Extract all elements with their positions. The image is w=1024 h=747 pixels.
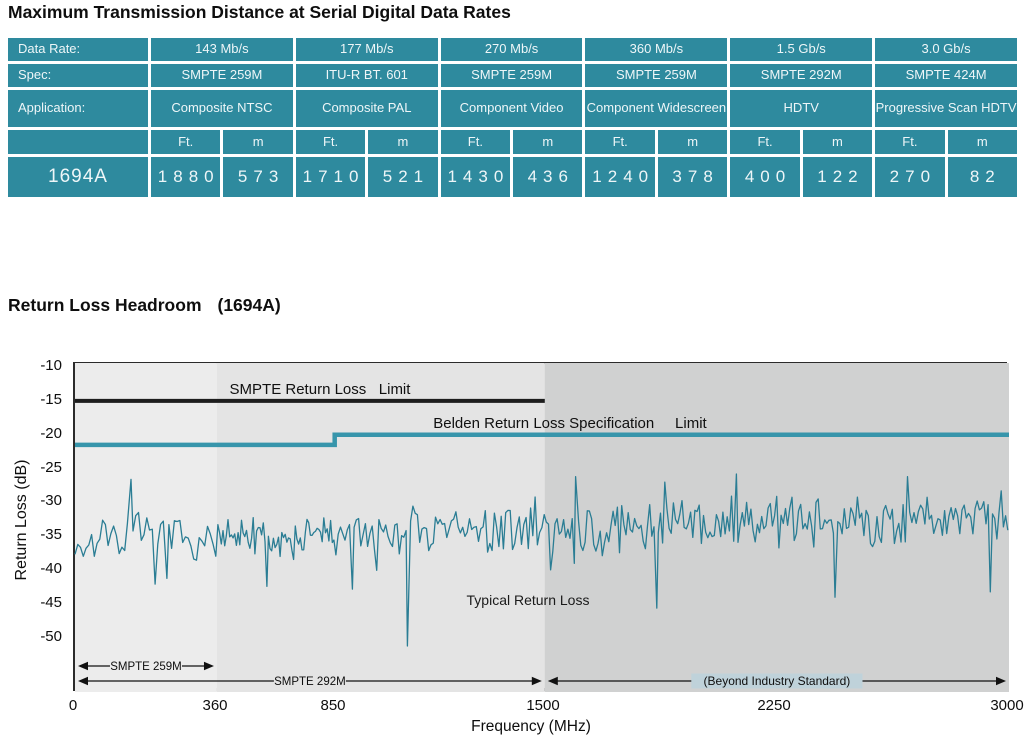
typical-return-loss-trace [74, 473, 1009, 647]
application-cell: Progressive Scan HDTV [875, 90, 1017, 127]
unit-header-ft: Ft. [151, 130, 221, 154]
band-arrow-head-right-1 [531, 676, 542, 686]
y-tick-label: -40 [40, 560, 62, 577]
band-arrow-head-right-0 [203, 661, 214, 671]
x-tick-label: 2250 [757, 697, 791, 714]
y-tick-label: -30 [40, 492, 62, 509]
limit-line-label-1: Belden Return Loss Specification Limit [433, 415, 707, 432]
band-annotation-bg-1 [273, 673, 346, 689]
unit-header-m: m [513, 130, 583, 154]
band-annotation-label-0: SMPTE 259M [110, 661, 182, 673]
application-cell: Composite PAL [295, 90, 438, 127]
unit-header-m: m [947, 130, 1017, 154]
x-tick-label: 0 [68, 697, 78, 714]
value-cell-m: 436 [513, 157, 583, 197]
chart-heading-text: Return Loss Headroom [8, 295, 202, 315]
value-cell-m: 122 [802, 157, 873, 197]
unit-header-ft: Ft. [440, 130, 511, 154]
unit-header-ft: Ft. [730, 130, 800, 154]
data-rate-cell: 143 Mb/s [151, 38, 293, 61]
value-cell-ft: 400 [730, 157, 800, 197]
y-tick-label: -45 [40, 594, 62, 611]
value-cell-m: 378 [657, 157, 728, 197]
value-cell-ft: 1430 [440, 157, 511, 197]
value-cell-ft: 270 [875, 157, 945, 197]
x-tick-label: 850 [320, 697, 346, 714]
spec-cell: SMPTE 259M [440, 64, 583, 87]
chart-heading-code: (1694A) [217, 295, 281, 315]
x-axis-title: Frequency (MHz) [471, 718, 591, 735]
band-arrow-head-left-0 [78, 661, 88, 671]
table-title: Maximum Transmission Distance at Serial … [8, 2, 511, 22]
return-loss-plot: SMPTE Return Loss Limit Belden Return Los… [73, 362, 1009, 692]
spec-cell: SMPTE 259M [151, 64, 293, 87]
limit-line-label-0: SMPTE Return Loss Limit [230, 381, 412, 398]
chart-heading: Return Loss Headroom (1694A) [8, 295, 281, 316]
data-rate-cell: 3.0 Gb/s [875, 38, 1017, 61]
spec-cell: SMPTE 292M [730, 64, 873, 87]
band-annotation-bg-0 [109, 658, 182, 674]
application-cell: Component Video [440, 90, 583, 127]
band-arrow-head-right-2 [996, 676, 1006, 686]
plot-region-beyond-standard-band [544, 363, 1009, 692]
y-tick-label: -20 [40, 425, 62, 442]
band-annotation-label-1: SMPTE 292M [274, 676, 346, 688]
data-rate-cell: 270 Mb/s [440, 38, 583, 61]
value-cell-ft: 1880 [151, 157, 221, 197]
x-tick-label: 1500 [526, 697, 560, 714]
unit-header-m: m [223, 130, 293, 154]
unit-header-m: m [368, 130, 438, 154]
typical-return-loss-label: Typical Return Loss [467, 592, 590, 608]
product-cell: 1694A [8, 157, 148, 197]
y-tick-label: -15 [40, 391, 62, 408]
unit-header-ft: Ft. [875, 130, 945, 154]
unit-header-m: m [802, 130, 873, 154]
x-tick-label: 3000 [990, 697, 1024, 714]
band-arrow-head-left-2 [547, 676, 558, 686]
band-annotation-label-2: (Beyond Industry Standard) [704, 674, 851, 688]
spec-cell: ITU-R BT. 601 [295, 64, 438, 87]
data-rate-cell: 360 Mb/s [585, 38, 728, 61]
unit-header-m: m [657, 130, 728, 154]
band-annotation-bg-2 [691, 673, 863, 689]
value-cell-ft: 1710 [295, 157, 366, 197]
y-tick-label: -25 [40, 459, 62, 476]
plot-region-smpte-259m-band [75, 363, 217, 692]
value-cell-m: 573 [223, 157, 293, 197]
y-tick-label: -50 [40, 628, 62, 645]
return-loss-chart-svg: SMPTE Return Loss Limit Belden Return Los… [74, 363, 1009, 692]
limit-line-1 [75, 432, 1009, 448]
application-cell: Composite NTSC [151, 90, 293, 127]
unit-header-ft: Ft. [585, 130, 655, 154]
value-cell-ft: 1240 [585, 157, 655, 197]
transmission-distance-table: Data Rate: Spec: Application: 1694A 143 Mb/s… [8, 38, 1017, 197]
value-cell-m: 82 [947, 157, 1017, 197]
application-cell: HDTV [730, 90, 873, 127]
y-tick-label: -35 [40, 526, 62, 543]
row-label-application: Application: [8, 90, 148, 127]
spec-cell: SMPTE 259M [585, 64, 728, 87]
data-rate-cell: 177 Mb/s [295, 38, 438, 61]
row-label-data-rate: Data Rate: [8, 38, 148, 61]
unit-header-ft: Ft. [295, 130, 366, 154]
row-label-units [8, 130, 148, 154]
band-arrow-head-left-1 [78, 676, 88, 686]
y-tick-label: -10 [40, 357, 62, 374]
value-cell-m: 521 [368, 157, 438, 197]
row-label-spec: Spec: [8, 64, 148, 87]
x-tick-label: 360 [202, 697, 228, 714]
data-rate-cell: 1.5 Gb/s [730, 38, 873, 61]
application-cell: Component Widescreen [585, 90, 728, 127]
spec-cell: SMPTE 424M [875, 64, 1017, 87]
